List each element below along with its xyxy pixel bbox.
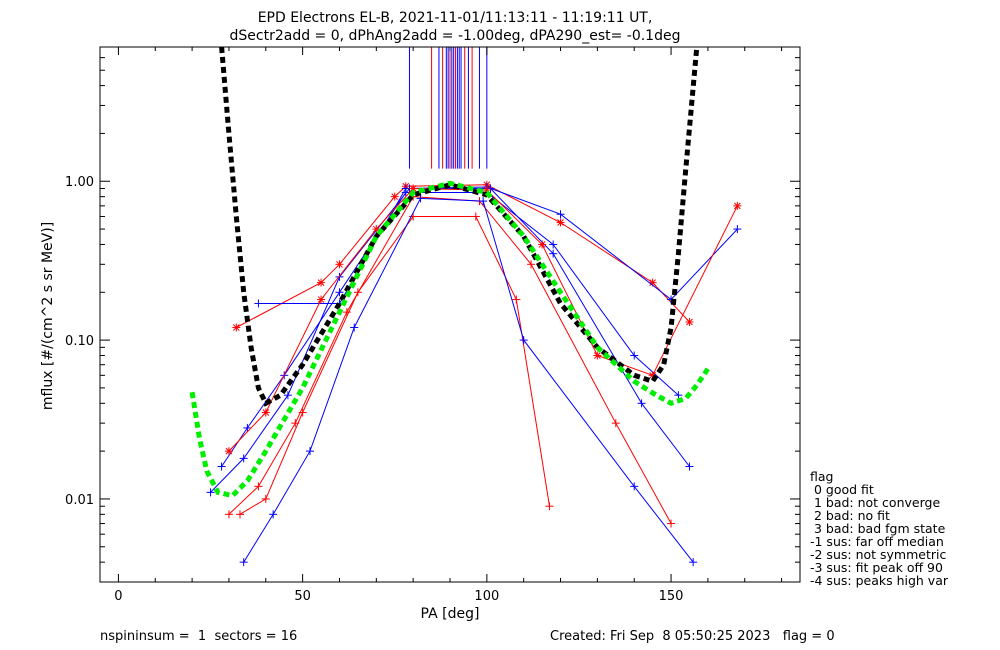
data-point: [254, 299, 263, 308]
data-point: [239, 454, 248, 463]
data-point: [519, 336, 528, 345]
data-point: [549, 249, 558, 258]
data-point: [527, 260, 536, 269]
footer-right: Created: Fri Sep 8 05:50:25 2023 flag = …: [550, 629, 835, 644]
legend-entry: -2 sus: not symmetric: [810, 547, 946, 562]
y-tick-label: 0.01: [65, 493, 94, 508]
y-axis-label: mflux [#/(cm^2 s sr MeV)]: [40, 222, 56, 410]
series-line: [243, 197, 694, 563]
x-tick-label: 100: [474, 589, 499, 604]
data-point: [298, 408, 307, 417]
plot-frame: [99, 46, 801, 583]
data-point: [630, 482, 639, 491]
data-point: [350, 323, 359, 332]
plot-content: [189, 46, 742, 567]
data-point: [733, 225, 742, 234]
y-tick-label: 0.10: [65, 334, 94, 349]
data-point: [593, 351, 602, 360]
data-point: [243, 423, 252, 432]
legend-entry: -4 sus: peaks high var: [810, 573, 949, 588]
data-point: [401, 184, 410, 193]
data-point: [556, 218, 565, 227]
x-tick-label: 150: [659, 589, 684, 604]
data-point: [317, 295, 326, 304]
data-point: [206, 488, 215, 497]
legend: flag 0 good fit 1 bad: not converge 2 ba…: [810, 469, 949, 588]
series-line: [228, 196, 672, 524]
data-point: [685, 462, 694, 471]
chart-title-line2: dSectr2add = 0, dPhAng2add = -1.00deg, d…: [230, 28, 681, 44]
data-point: [317, 278, 326, 287]
data-point: [306, 447, 314, 456]
data-point: [471, 212, 480, 221]
data-point: [556, 210, 565, 219]
data-point: [224, 447, 233, 456]
legend-entry: 1 bad: not converge: [810, 495, 940, 510]
data-point: [512, 295, 521, 304]
x-tick-label: 0: [114, 589, 122, 604]
footer-left: nspininsum = 1 sectors = 16: [100, 629, 297, 644]
data-point: [479, 197, 488, 206]
data-point: [674, 391, 683, 400]
data-point: [545, 502, 554, 511]
data-point: [232, 323, 241, 332]
data-point: [353, 288, 362, 297]
data-point: [283, 391, 292, 400]
data-point: [538, 240, 547, 249]
legend-entry: 3 bad: bad fgm state: [810, 521, 946, 536]
y-tick-label: 1.00: [65, 175, 94, 190]
data-point: [733, 201, 742, 210]
data-point: [335, 260, 344, 269]
legend-entry: 0 good fit: [810, 482, 874, 497]
data-point: [637, 399, 646, 408]
data-point: [269, 510, 278, 519]
data-point: [611, 419, 620, 428]
data-point: [236, 510, 244, 519]
data-point: [409, 212, 418, 221]
data-point: [335, 272, 344, 281]
data-point: [217, 462, 226, 471]
fit-curve: [189, 180, 710, 499]
legend-entry: 2 bad: no fit: [810, 508, 890, 523]
series-line: [228, 187, 738, 452]
axis-ticks: 0 50 100 150 0.01 0.10 1.00: [65, 46, 800, 604]
data-point: [630, 351, 639, 360]
legend-entry: -1 sus: far off median: [810, 534, 944, 549]
series-line: [239, 216, 550, 515]
data-point: [239, 558, 248, 567]
series-line: [236, 184, 690, 328]
data-point: [667, 519, 676, 528]
series-line: [221, 192, 679, 467]
x-tick-label: 50: [294, 589, 311, 604]
data-point: [342, 308, 351, 317]
data-point: [390, 192, 399, 201]
data-point: [261, 408, 270, 417]
data-point: [689, 558, 698, 567]
legend-title: flag: [810, 469, 833, 484]
data-point: [685, 317, 694, 326]
data-point: [224, 510, 233, 519]
data-point: [254, 482, 263, 491]
x-axis-label: PA [deg]: [421, 606, 480, 622]
data-point: [335, 288, 344, 297]
data-point: [549, 240, 558, 249]
series-line: [258, 186, 738, 304]
data-point: [261, 494, 270, 503]
data-point: [416, 194, 425, 203]
series-line: [210, 188, 690, 493]
legend-entry: -3 sus: fit peak off 90: [810, 560, 943, 575]
chart-title-line1: EPD Electrons EL-B, 2021-11-01/11:13:11 …: [258, 10, 653, 26]
fit-curve: [219, 46, 700, 407]
